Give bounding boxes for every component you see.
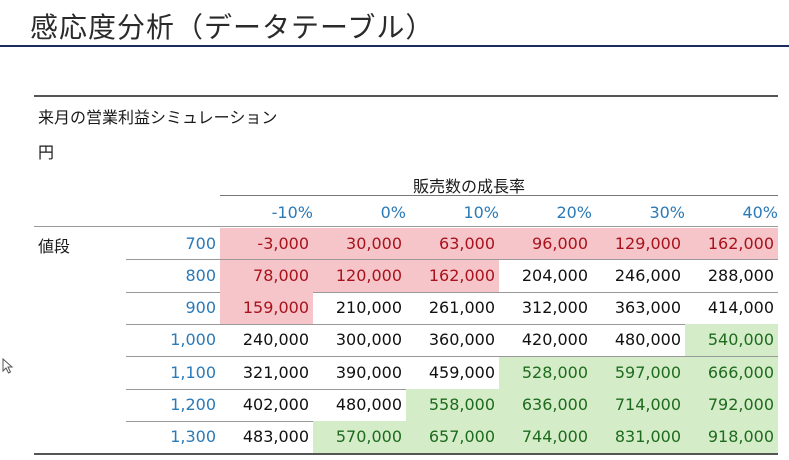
profit-cell: 792,000	[685, 389, 778, 421]
profit-cell: 570,000	[313, 421, 406, 454]
price-section-divider	[34, 226, 778, 227]
profit-cell: 480,000	[614, 330, 681, 350]
profit-cell: 831,000	[592, 421, 685, 454]
unit-label: 円	[38, 143, 55, 162]
growth-rate-label: 10%	[463, 203, 499, 222]
profit-cell: 402,000	[242, 395, 309, 414]
profit-cell: 288,000	[707, 265, 774, 285]
growth-rate-label: 30%	[649, 203, 685, 222]
price-row-header: 値段	[38, 237, 71, 256]
simulation-title: 来月の営業利益シミュレーション	[38, 108, 278, 127]
profit-cell: 480,000	[335, 395, 402, 414]
profit-cell: 30,000	[313, 227, 406, 260]
profit-cell: 657,000	[406, 421, 499, 454]
profit-cell: 597,000	[592, 356, 685, 389]
profit-cell: 63,000	[406, 227, 499, 260]
profit-cell: 744,000	[499, 421, 592, 454]
profit-cell: -3,000	[220, 227, 313, 260]
price-label: 700	[185, 233, 216, 253]
profit-cell: 360,000	[428, 330, 495, 350]
mouse-cursor-icon	[2, 358, 14, 374]
row-divider	[126, 259, 778, 260]
profit-cell: 261,000	[428, 298, 495, 318]
profit-cell: 312,000	[521, 298, 588, 318]
page-title: 感応度分析（データテーブル）	[30, 11, 435, 44]
profit-cell: 528,000	[499, 356, 592, 389]
price-label: 800	[185, 265, 216, 285]
profit-cell: 363,000	[614, 298, 681, 318]
profit-cell: 540,000	[685, 324, 778, 357]
profit-cell: 159,000	[220, 292, 313, 325]
profit-cell: 300,000	[335, 330, 402, 350]
price-label: 1,100	[170, 362, 216, 382]
price-label: 900	[185, 298, 216, 318]
profit-cell: 120,000	[313, 259, 406, 292]
profit-cell: 666,000	[685, 356, 778, 389]
row-divider	[126, 292, 778, 293]
growth-rate-label: -10%	[271, 203, 313, 222]
table-bottom-border	[34, 453, 778, 455]
row-divider	[126, 324, 778, 325]
profit-cell: 78,000	[220, 259, 313, 292]
profit-cell: 162,000	[406, 259, 499, 292]
profit-cell: 420,000	[521, 330, 588, 350]
profit-cell: 483,000	[242, 427, 309, 447]
profit-cell: 246,000	[614, 265, 681, 285]
growth-rate-label: 0%	[380, 203, 406, 222]
profit-cell: 210,000	[335, 298, 402, 318]
profit-cell: 321,000	[242, 362, 309, 382]
growth-rate-label: 40%	[742, 203, 778, 222]
profit-cell: 918,000	[685, 421, 778, 454]
profit-cell: 162,000	[685, 227, 778, 260]
price-label: 1,200	[170, 395, 216, 414]
profit-cell: 204,000	[521, 265, 588, 285]
growth-header-divider	[220, 195, 778, 196]
profit-cell: 558,000	[406, 389, 499, 421]
price-label: 1,000	[170, 330, 216, 350]
title-underline	[0, 45, 789, 47]
profit-cell: 96,000	[499, 227, 592, 260]
profit-cell: 129,000	[592, 227, 685, 260]
profit-cell: 414,000	[707, 298, 774, 318]
row-divider	[126, 356, 778, 357]
growth-rate-label: 20%	[556, 203, 592, 222]
profit-cell: 636,000	[499, 389, 592, 421]
table-top-border	[34, 95, 778, 97]
profit-cell: 459,000	[428, 362, 495, 382]
growth-rate-header: 販売数の成長率	[413, 177, 526, 196]
price-label: 1,300	[170, 427, 216, 447]
profit-cell: 240,000	[242, 330, 309, 350]
profit-cell: 390,000	[335, 362, 402, 382]
profit-cell: 714,000	[592, 389, 685, 421]
